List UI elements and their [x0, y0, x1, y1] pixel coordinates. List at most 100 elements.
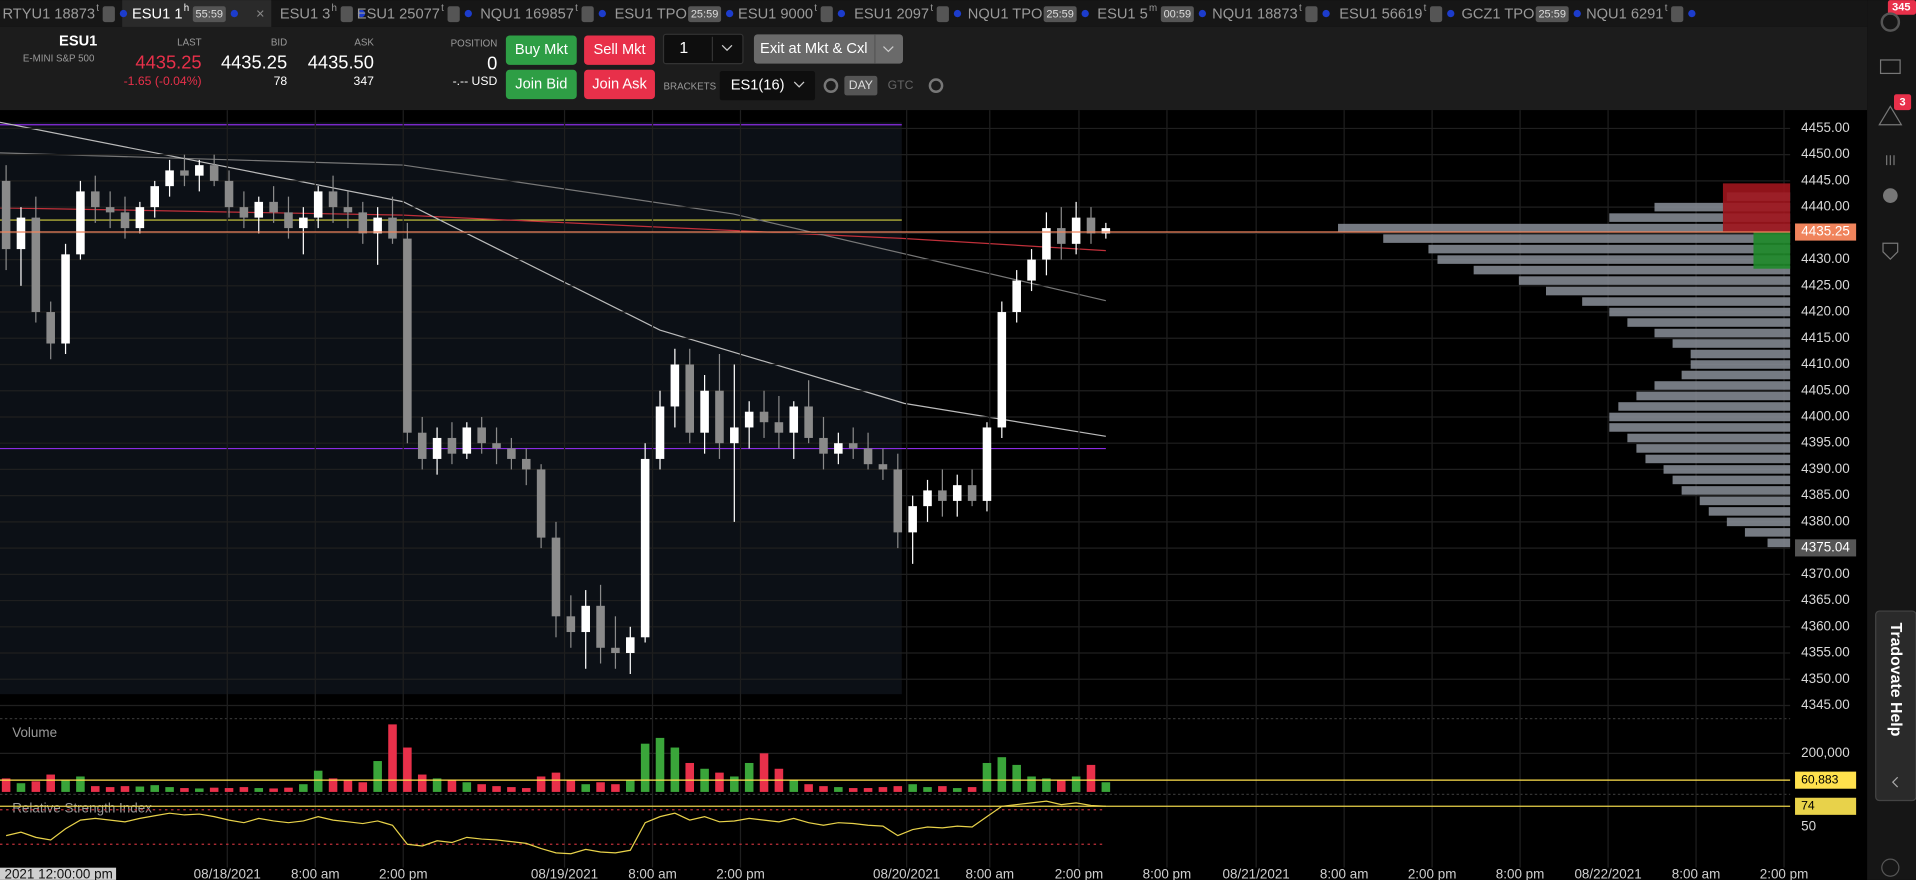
users-icon[interactable]: [1883, 188, 1898, 203]
volume-bar: [254, 788, 264, 792]
trophy-icon[interactable]: [1882, 242, 1899, 261]
tab-timer: 25:59: [1046, 9, 1074, 21]
profile-bar: [1428, 244, 1791, 254]
candle-body: [863, 448, 873, 465]
volume-bar: [744, 762, 754, 792]
bars-icon[interactable]: [1886, 155, 1895, 166]
tab-menu: [936, 6, 949, 23]
y-tick-label: 4400.00: [1801, 409, 1850, 424]
candle-body: [388, 217, 397, 239]
close-icon[interactable]: ×: [256, 7, 265, 23]
x-tick-label: 8:00 am: [965, 867, 1014, 880]
last-price-label: 4435.25: [1801, 224, 1850, 239]
join-ask-label[interactable]: Join Ask: [592, 76, 647, 92]
bracket-select[interactable]: [719, 70, 816, 101]
profile-bar: [1473, 265, 1791, 275]
profile-bar: [1690, 360, 1791, 369]
profile-bar: [1518, 276, 1791, 285]
alert-icon[interactable]: [1878, 105, 1903, 126]
candle-body: [640, 458, 650, 638]
join-ask-button[interactable]: [584, 69, 655, 100]
tab-label[interactable]: RTYU1 18873: [2, 7, 95, 23]
tab-label[interactable]: NQU1 169857: [480, 7, 574, 23]
tab-label[interactable]: ESU1 25077: [357, 7, 440, 23]
tab-label[interactable]: ESU1 3: [280, 7, 331, 23]
quantity-input[interactable]: [662, 33, 744, 65]
day-button[interactable]: [844, 75, 878, 96]
chevron[interactable]: [721, 44, 733, 52]
day-label[interactable]: DAY: [849, 78, 873, 92]
icon[interactable]: [1880, 12, 1901, 32]
tab-sup: h: [184, 3, 189, 14]
tab-label[interactable]: ESU1 2097: [854, 7, 929, 23]
tab-label[interactable]: ESU1 56619: [1339, 7, 1422, 23]
candle-body: [521, 458, 531, 470]
volume-bar: [1086, 764, 1096, 792]
bracket[interactable]: ES1(16): [731, 78, 785, 94]
tab-label[interactable]: ESU1 9000: [738, 7, 813, 23]
tab-label[interactable]: NQU1 18873: [1212, 7, 1298, 23]
candle-body: [91, 191, 100, 208]
tab-label[interactable]: GCZ1 TPO: [1461, 7, 1534, 23]
x-tick-label: 2021 12:00:00 pm: [4, 867, 112, 880]
candle-body: [967, 485, 977, 501]
ask-price: 4435.50: [308, 51, 374, 72]
volume-bar: [878, 787, 888, 792]
profile-bar: [1726, 517, 1791, 527]
ask-label: ASK: [354, 37, 374, 48]
tab-label[interactable]: ESU1 5: [1097, 7, 1148, 23]
tab-label[interactable]: ESU1 TPO: [615, 7, 687, 23]
volume-bar: [343, 780, 353, 792]
quantity[interactable]: 1: [679, 40, 688, 57]
candle-body: [774, 422, 784, 433]
volume-bar: [284, 787, 293, 792]
x-tick-label: 08/22/2021: [1574, 867, 1641, 880]
help-label[interactable]: Tradovate Help: [1887, 623, 1904, 737]
volume-bar: [135, 786, 145, 792]
chat-icon[interactable]: [1879, 59, 1901, 75]
help-icon[interactable]: [1881, 858, 1900, 877]
chevron[interactable]: [883, 46, 894, 53]
tab-timer: 00:59: [1164, 9, 1192, 21]
volume-bar: [819, 786, 828, 792]
candle-body: [744, 411, 754, 428]
collapse-icon[interactable]: [1891, 776, 1899, 788]
settings-icon[interactable]: [823, 78, 839, 93]
volume-bar: [1012, 764, 1021, 792]
tab-label[interactable]: ESU1 1: [132, 7, 183, 23]
tab-label[interactable]: NQU1 6291: [1586, 7, 1663, 23]
gtc-label[interactable]: GTC: [888, 78, 914, 92]
exit-button[interactable]: [753, 34, 904, 64]
tab-menu: [102, 6, 115, 23]
sell-mkt-button[interactable]: [584, 35, 655, 65]
chevron[interactable]: [793, 81, 805, 88]
sell-mkt-label[interactable]: Sell Mkt: [593, 42, 645, 58]
marker-badge: [1795, 539, 1857, 557]
join-bid-label[interactable]: Join Bid: [515, 76, 567, 92]
buy-mkt-label[interactable]: Buy Mkt: [515, 42, 568, 58]
x-tick-label: 8:00 am: [291, 867, 340, 880]
y-tick-label: 4365.00: [1801, 592, 1850, 607]
tab-timer: 25:59: [1538, 9, 1566, 21]
volume-bar: [626, 780, 635, 792]
candle-body: [685, 364, 695, 433]
help-tab[interactable]: [1875, 610, 1916, 802]
candle-body: [908, 506, 917, 533]
settings-icon[interactable]: [928, 78, 944, 93]
candle-body: [1, 180, 11, 250]
buy-mkt-button[interactable]: [505, 35, 577, 65]
tab-menu: [340, 6, 353, 23]
y-tick-label: 4380.00: [1801, 513, 1850, 528]
candle-body: [46, 312, 55, 344]
exit-label[interactable]: Exit at Mkt & Cxl: [760, 41, 868, 57]
x-tick-label: 08/20/2021: [873, 867, 940, 880]
tab-menu: [1671, 6, 1684, 23]
join-bid-button[interactable]: [505, 69, 577, 100]
profile-bar: [1636, 444, 1791, 453]
profile-bar: [1582, 297, 1791, 306]
tab-label[interactable]: NQU1 TPO: [968, 7, 1043, 23]
volume-bar: [834, 787, 843, 792]
volume-bar: [432, 778, 442, 792]
volume-bar: [269, 788, 278, 792]
